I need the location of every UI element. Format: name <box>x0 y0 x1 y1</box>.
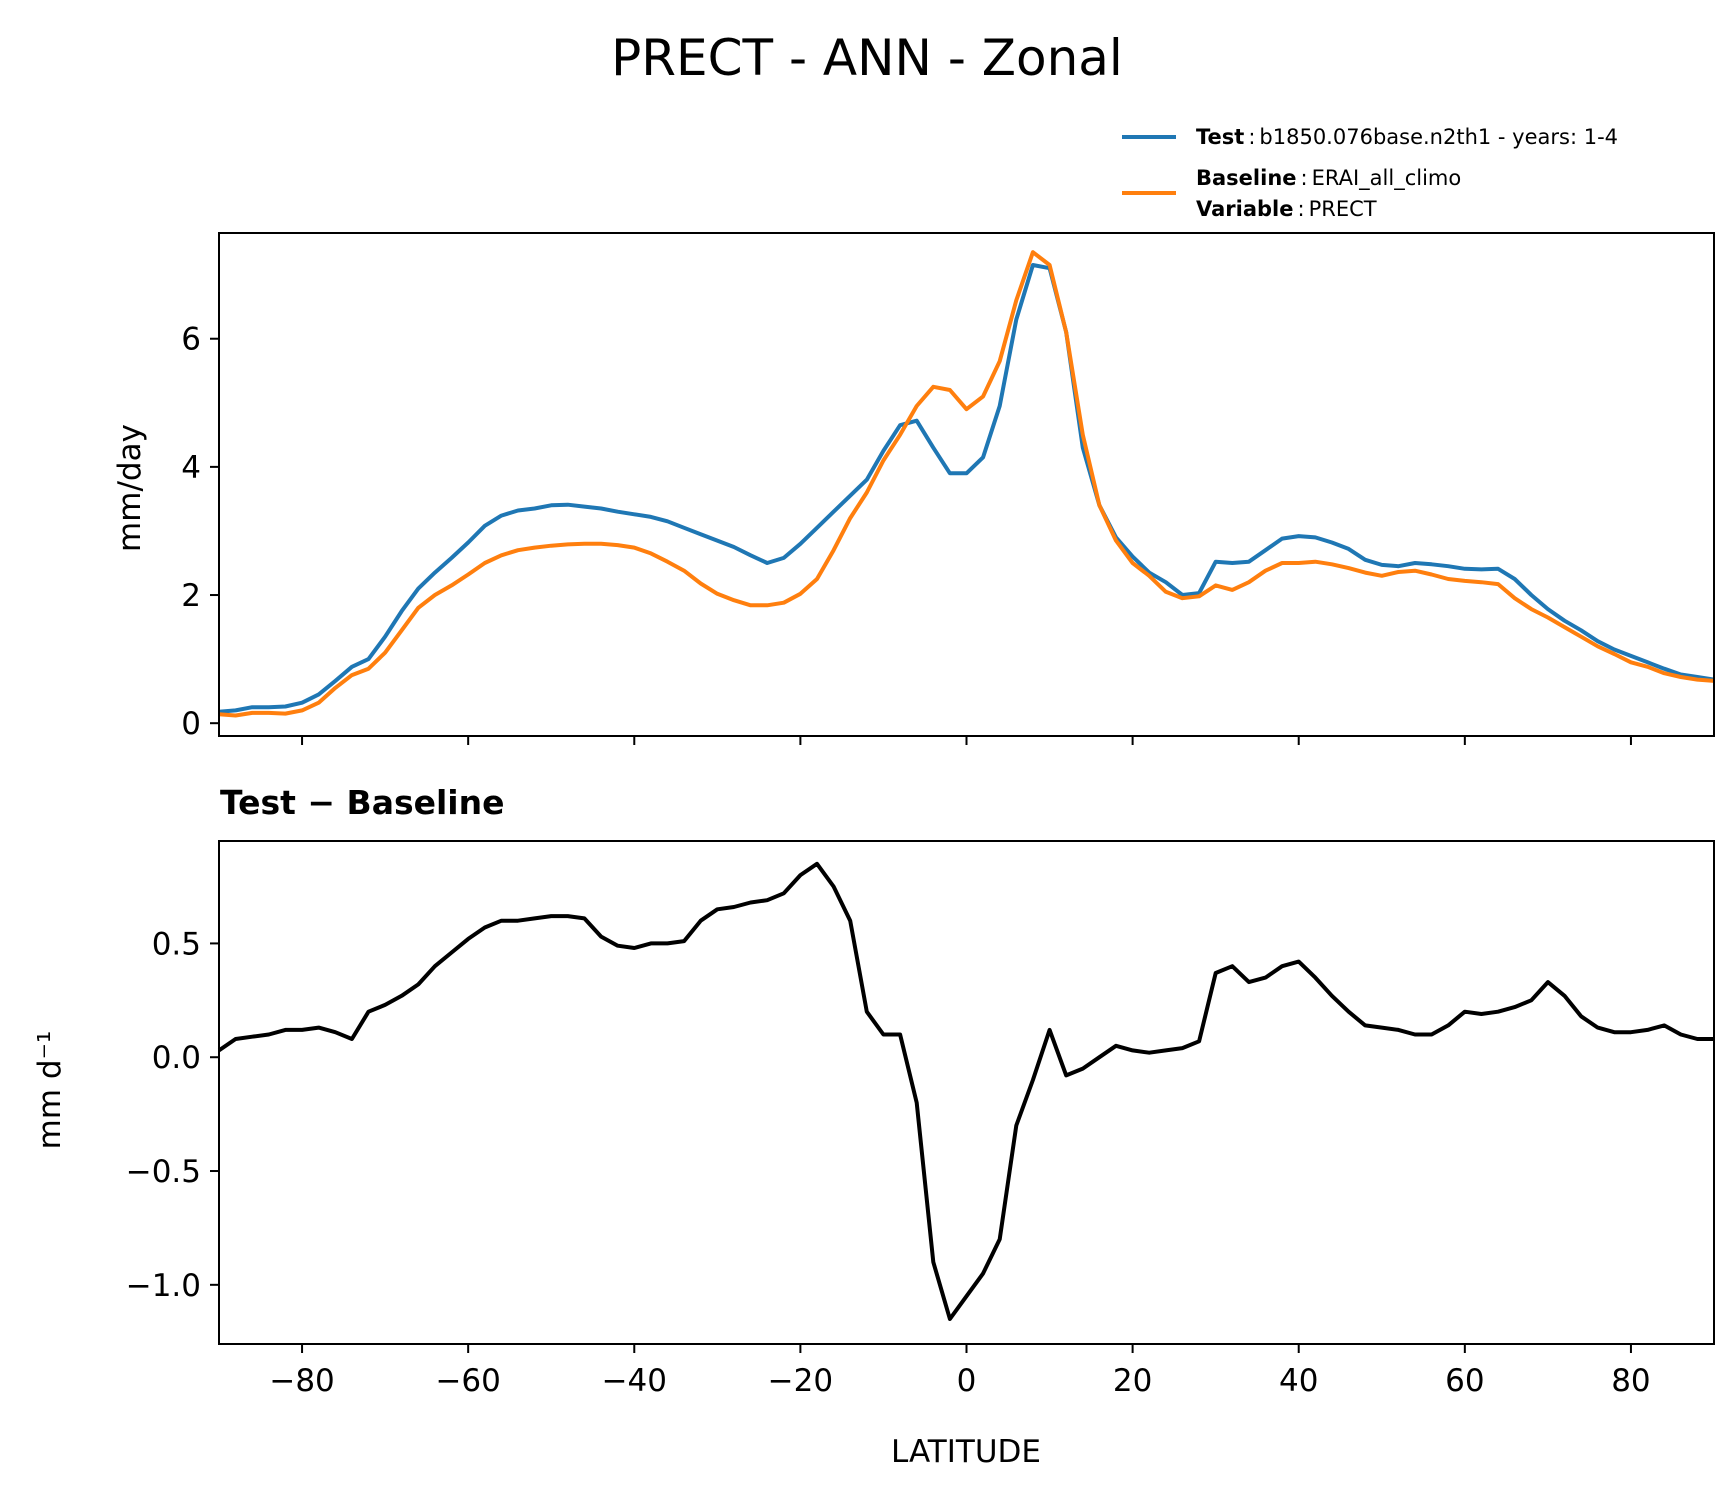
legend-sep-variable: : <box>1297 197 1304 221</box>
top-y-tick-label: 2 <box>181 578 201 614</box>
bottom-y-axis-label: mm d⁻¹ <box>32 1031 68 1150</box>
bottom-y-tick-label: −1.0 <box>126 1268 201 1304</box>
bottom-x-tick-label: −80 <box>269 1363 334 1399</box>
bottom-y-ticks: −1.0 −0.5 0.0 0.5 <box>126 926 219 1304</box>
top-y-tick-label: 0 <box>181 706 201 742</box>
legend-key-baseline: Baseline <box>1196 166 1297 190</box>
bottom-x-tick-label: 60 <box>1445 1363 1484 1399</box>
legend-key-variable: Variable <box>1196 197 1293 221</box>
legend-value-test: b1850.076base.n2th1 - years: 1-4 <box>1259 125 1618 149</box>
legend-sep-test: : <box>1248 125 1255 149</box>
bottom-y-tick-label: 0.0 <box>152 1040 201 1076</box>
bottom-x-tick-label: 20 <box>1113 1363 1152 1399</box>
top-y-axis-label: mm/day <box>112 424 148 552</box>
bottom-y-tick-label: −0.5 <box>126 1154 201 1190</box>
top-y-tick-label: 4 <box>181 450 201 486</box>
bottom-y-tick-label: 0.5 <box>152 926 201 962</box>
bottom-plot-frame <box>218 840 1715 1345</box>
top-y-ticks: 0 2 4 6 <box>181 322 219 742</box>
legend-entry-test: Test: b1850.076base.n2th1 - years: 1-4 <box>1196 125 1618 149</box>
legend-key-test: Test <box>1196 125 1244 149</box>
bottom-x-tick-label: 80 <box>1611 1363 1650 1399</box>
bottom-x-tick-label: −20 <box>768 1363 833 1399</box>
bottom-series-line-difference <box>217 861 1714 1321</box>
x-axis-label: LATITUDE <box>891 1434 1041 1470</box>
top-y-tick-label: 6 <box>181 322 201 358</box>
legend-entry-variable: Variable: PRECT <box>1196 197 1377 221</box>
legend-entry-baseline: Baseline: ERAI_all_climo <box>1196 166 1461 191</box>
bottom-x-tick-label: −60 <box>435 1363 500 1399</box>
bottom-x-tick-label: 40 <box>1279 1363 1318 1399</box>
bottom-x-tick-label: −40 <box>602 1363 667 1399</box>
legend: Test: b1850.076base.n2th1 - years: 1-4 Ba… <box>1122 125 1618 221</box>
legend-value-variable: PRECT <box>1309 197 1377 221</box>
bottom-series <box>217 861 1714 1321</box>
chart-title: PRECT - ANN - Zonal <box>611 29 1123 87</box>
top-x-ticks <box>301 736 1632 745</box>
bottom-x-tick-label: 0 <box>957 1363 977 1399</box>
top-series-line-test <box>218 263 1715 714</box>
top-plot-frame <box>218 232 1715 737</box>
top-series <box>218 250 1715 718</box>
bottom-panel: Test − Baseline mm d⁻¹ LATITUDE −1.0 −0.5… <box>32 783 1715 1470</box>
bottom-x-ticks: −80 −60 −40 −20 0 20 40 60 80 <box>269 1344 1651 1399</box>
top-series-line-baseline <box>218 250 1715 718</box>
legend-value-baseline: ERAI_all_climo <box>1312 166 1462 191</box>
bottom-panel-title: Test − Baseline <box>220 783 505 822</box>
top-panel: mm/day 0 2 4 6 <box>112 232 1715 745</box>
legend-sep-baseline: : <box>1301 166 1308 190</box>
